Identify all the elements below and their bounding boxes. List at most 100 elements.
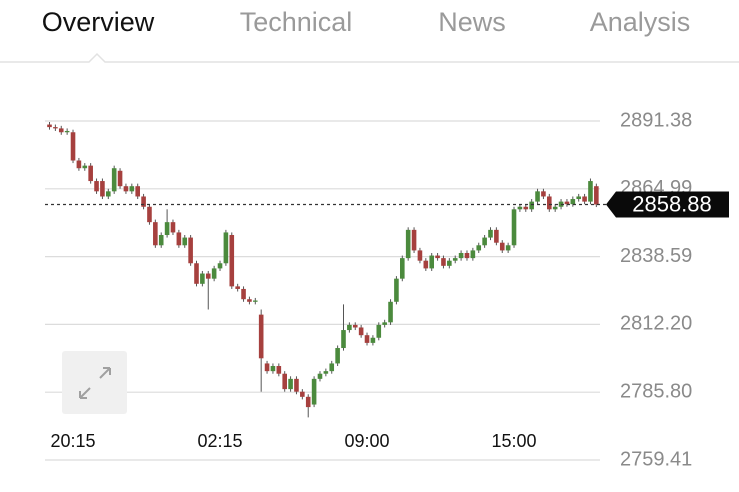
candle-body (235, 286, 240, 289)
x-tick-label: 20:15 (50, 431, 95, 451)
candle-body (535, 191, 540, 202)
candle-body (517, 206, 523, 210)
candle-body (147, 206, 152, 223)
candle-body (405, 229, 411, 259)
candle-body (370, 337, 376, 343)
candle-body (200, 273, 205, 284)
candle-body (588, 181, 593, 202)
candle-body (141, 196, 146, 207)
candle-body (411, 229, 417, 251)
tab[interactable]: Analysis (590, 7, 691, 37)
candle-body (435, 255, 440, 259)
candle-body (47, 124, 52, 128)
candle-body (282, 373, 287, 390)
y-tick-label: 2891.38 (620, 109, 692, 131)
candle-body (335, 348, 340, 364)
chart: 2759.412785.802812.202838.592864.992891.… (45, 109, 729, 470)
last-price-badge (606, 191, 729, 218)
candle-body (158, 235, 164, 246)
candle-body (547, 196, 552, 210)
candle-body (394, 278, 399, 302)
candle-body (523, 206, 529, 210)
tab-bar: Overview Technical News Analysis (42, 7, 691, 37)
candle-body (364, 335, 370, 343)
candle-body (488, 229, 493, 238)
candle-body (294, 378, 299, 392)
candle-body (376, 324, 382, 338)
candle-body (311, 378, 317, 405)
x-tick-label: 09:00 (344, 431, 389, 451)
candle-body (100, 181, 105, 197)
candle-body (441, 258, 446, 266)
candle-body (64, 130, 70, 133)
candle-body (594, 186, 599, 205)
candle-body (582, 196, 587, 202)
candle-body (188, 237, 193, 264)
candle-body (352, 324, 358, 328)
candle-body (300, 391, 305, 397)
y-tick-label: 2838.59 (620, 245, 692, 267)
candle-body (123, 186, 129, 192)
candle-body (382, 322, 387, 325)
candle-body (217, 263, 223, 269)
candle-body (258, 314, 264, 359)
candle-body (170, 222, 176, 233)
candle-body (570, 199, 576, 205)
candle-body (458, 252, 464, 259)
candle-body (317, 373, 323, 379)
y-tick-label: 2785.80 (620, 380, 692, 402)
candle-body (276, 366, 282, 374)
candle-body (82, 165, 88, 169)
x-tick-label: 15:00 (491, 431, 536, 451)
candle-body (470, 250, 476, 259)
candle-body (564, 201, 570, 205)
candle-body (576, 196, 581, 200)
candle-body (452, 258, 458, 261)
candle-body (229, 235, 235, 287)
candle-body (423, 260, 429, 269)
candle-body (241, 288, 246, 300)
candle-body (464, 252, 470, 259)
candle-body (153, 222, 158, 246)
candle-body (205, 273, 211, 279)
candle-body (505, 245, 511, 251)
candle-body (529, 201, 534, 210)
candle-body (482, 237, 487, 246)
candle-body (94, 181, 99, 192)
candle-body (70, 132, 76, 161)
candle-body (358, 327, 364, 336)
candle-body (111, 168, 117, 192)
candle-body (253, 300, 258, 302)
tab[interactable]: Overview (42, 7, 155, 37)
candle-body (417, 250, 423, 261)
candle-body (288, 378, 293, 390)
candle-body (388, 301, 393, 323)
candle-body (182, 237, 188, 246)
last-price-label: 2858.88 (632, 191, 712, 216)
candle-body (76, 160, 82, 169)
candle-body (476, 245, 482, 251)
candle-body (58, 128, 64, 133)
candle-body (323, 371, 329, 374)
candle-body (117, 170, 123, 187)
y-tick-label: 2812.20 (620, 313, 692, 335)
candle-body (106, 191, 111, 197)
candle-body (223, 232, 229, 264)
candle-body (329, 363, 335, 372)
candle-body (552, 206, 558, 210)
candle-body (270, 366, 276, 372)
y-tick-label: 2759.41 (620, 448, 692, 470)
candle-body (429, 255, 434, 269)
expand-button[interactable] (62, 351, 127, 414)
candle-body (305, 396, 311, 408)
expand-icon[interactable] (79, 367, 111, 399)
tab[interactable]: Technical (240, 7, 353, 37)
candle-body (53, 127, 58, 129)
candle-body (211, 268, 217, 279)
tab[interactable]: News (438, 7, 506, 37)
expand-button-bg[interactable] (62, 351, 127, 414)
candle-body (247, 299, 252, 302)
candle-body (176, 232, 182, 246)
candle-body (499, 242, 505, 251)
